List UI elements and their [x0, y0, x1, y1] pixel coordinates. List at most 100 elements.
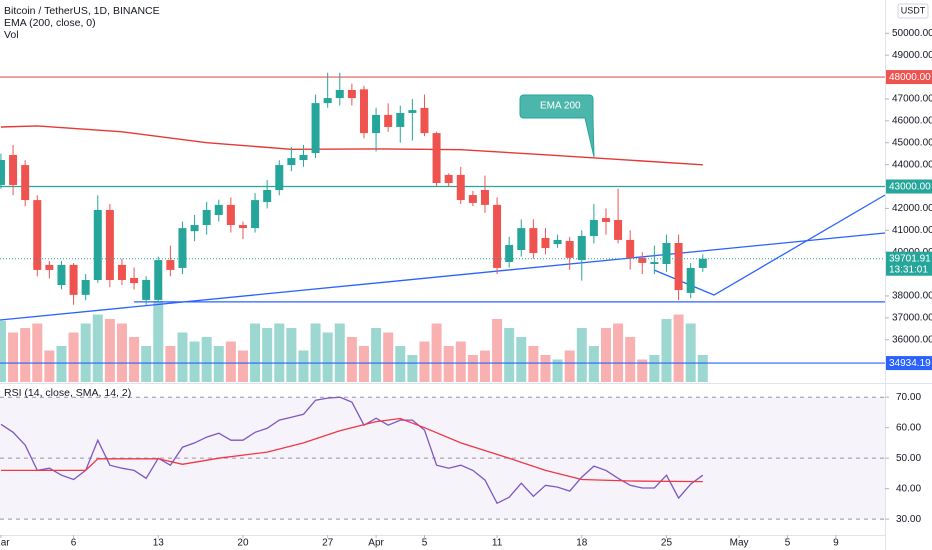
volume-bar	[685, 323, 696, 382]
y-tick-label: 45000.00	[892, 137, 932, 148]
volume-bar	[588, 346, 599, 382]
candle-body	[178, 228, 187, 268]
volume-bar	[189, 341, 200, 382]
axes: 48000.00 43000.00 34934.19 50000.00 49000.00…	[0, 28, 932, 549]
volume-bar	[310, 323, 321, 382]
volume-bar	[346, 337, 357, 382]
volume-bar	[0, 320, 6, 382]
volume-bar	[177, 332, 188, 382]
volume-bar	[44, 350, 55, 382]
y-tick-label: 70.00	[896, 392, 921, 403]
volume-bar	[479, 350, 490, 382]
candle-body	[130, 278, 139, 284]
candle-body	[698, 258, 707, 268]
price-badge	[886, 356, 932, 371]
candle-body	[154, 260, 163, 300]
currency-label[interactable]: USDT	[901, 5, 926, 15]
y-tick-label: 50.00	[896, 453, 921, 464]
candle-body	[359, 89, 368, 134]
candle-body	[517, 228, 526, 250]
candle-body	[323, 98, 332, 104]
candle-body	[577, 235, 586, 261]
trend-line	[653, 194, 886, 296]
y-tick-label: 60.00	[896, 422, 921, 433]
volume-bar	[395, 346, 406, 382]
candle-body	[589, 220, 598, 236]
volume-bar	[298, 350, 309, 382]
volume-bar	[673, 314, 684, 382]
volume-bar	[637, 359, 648, 382]
volume-bar	[613, 323, 624, 382]
volume-bar	[625, 337, 636, 382]
candle-body	[614, 220, 623, 240]
volume-bar	[262, 328, 273, 382]
ema-line	[0, 125, 703, 166]
candle-body	[69, 264, 78, 295]
candle-body	[529, 228, 538, 254]
volume-bar	[104, 319, 115, 382]
volume-bar	[358, 346, 369, 382]
price-badge	[886, 179, 932, 194]
candle-body	[335, 89, 344, 99]
candle-body	[93, 209, 102, 280]
candle-body	[432, 133, 441, 184]
candle-body	[45, 264, 54, 270]
candle-body	[384, 114, 393, 127]
y-tick-label: 46000.00	[892, 115, 932, 126]
candle-body	[674, 242, 683, 291]
x-tick-label: 9	[833, 538, 839, 549]
candle-body	[650, 262, 659, 265]
volume-bar	[697, 355, 708, 382]
candle-body	[662, 242, 671, 265]
x-tick-label: 11	[492, 538, 503, 549]
price-badge-label: 43000.00	[889, 182, 931, 193]
x-tick-label: 5	[422, 538, 428, 549]
volume-bar	[419, 341, 430, 382]
rsi-line	[0, 396, 704, 505]
volume-bar	[540, 355, 551, 382]
candle-body	[105, 209, 114, 280]
y-tick-label: 42000.00	[892, 203, 932, 214]
volume-bar	[492, 319, 503, 382]
callout	[519, 94, 595, 158]
candle-body	[238, 225, 247, 229]
x-tick-label: 6	[71, 538, 77, 549]
candle-body	[505, 244, 514, 263]
y-tick-label: 40.00	[896, 483, 921, 494]
candle-body	[275, 165, 284, 191]
callout-text: EMA 200	[540, 101, 581, 112]
candle-body	[311, 103, 320, 154]
x-tick-label: 13	[153, 538, 165, 549]
rsi-line	[1, 417, 703, 483]
volume-bar	[467, 355, 478, 382]
currency-box[interactable]	[897, 3, 929, 19]
volume-bar	[68, 332, 79, 382]
candle-body	[142, 279, 151, 300]
x-tick-label: 18	[576, 538, 588, 549]
y-tick-label: 47000.00	[892, 94, 932, 105]
volume-bar	[504, 328, 515, 382]
price-badge-label: 34934.19	[889, 358, 931, 369]
volume-bar	[201, 337, 212, 382]
candle-body	[263, 190, 272, 203]
candle-body	[456, 174, 465, 201]
candle-body	[202, 209, 211, 226]
volume-bar	[407, 355, 418, 382]
y-tick-label: 41000.00	[892, 225, 932, 236]
y-tick-label: 49000.00	[892, 50, 932, 61]
price-badge-label: 48000.00	[889, 72, 931, 83]
volume-bar	[237, 350, 248, 382]
last-price-badge	[886, 251, 932, 276]
volume-bar	[141, 346, 152, 382]
volume-bar	[92, 314, 103, 382]
candle-body	[372, 114, 381, 134]
x-tick-label: Apr	[368, 538, 384, 549]
volume-bar	[516, 337, 527, 382]
candle-body	[480, 190, 489, 205]
volume-bar	[153, 301, 164, 382]
volume-bar	[383, 332, 394, 382]
x-tick-label: 20	[237, 538, 249, 549]
candle-body	[565, 241, 574, 258]
rsi-pane	[0, 396, 885, 520]
